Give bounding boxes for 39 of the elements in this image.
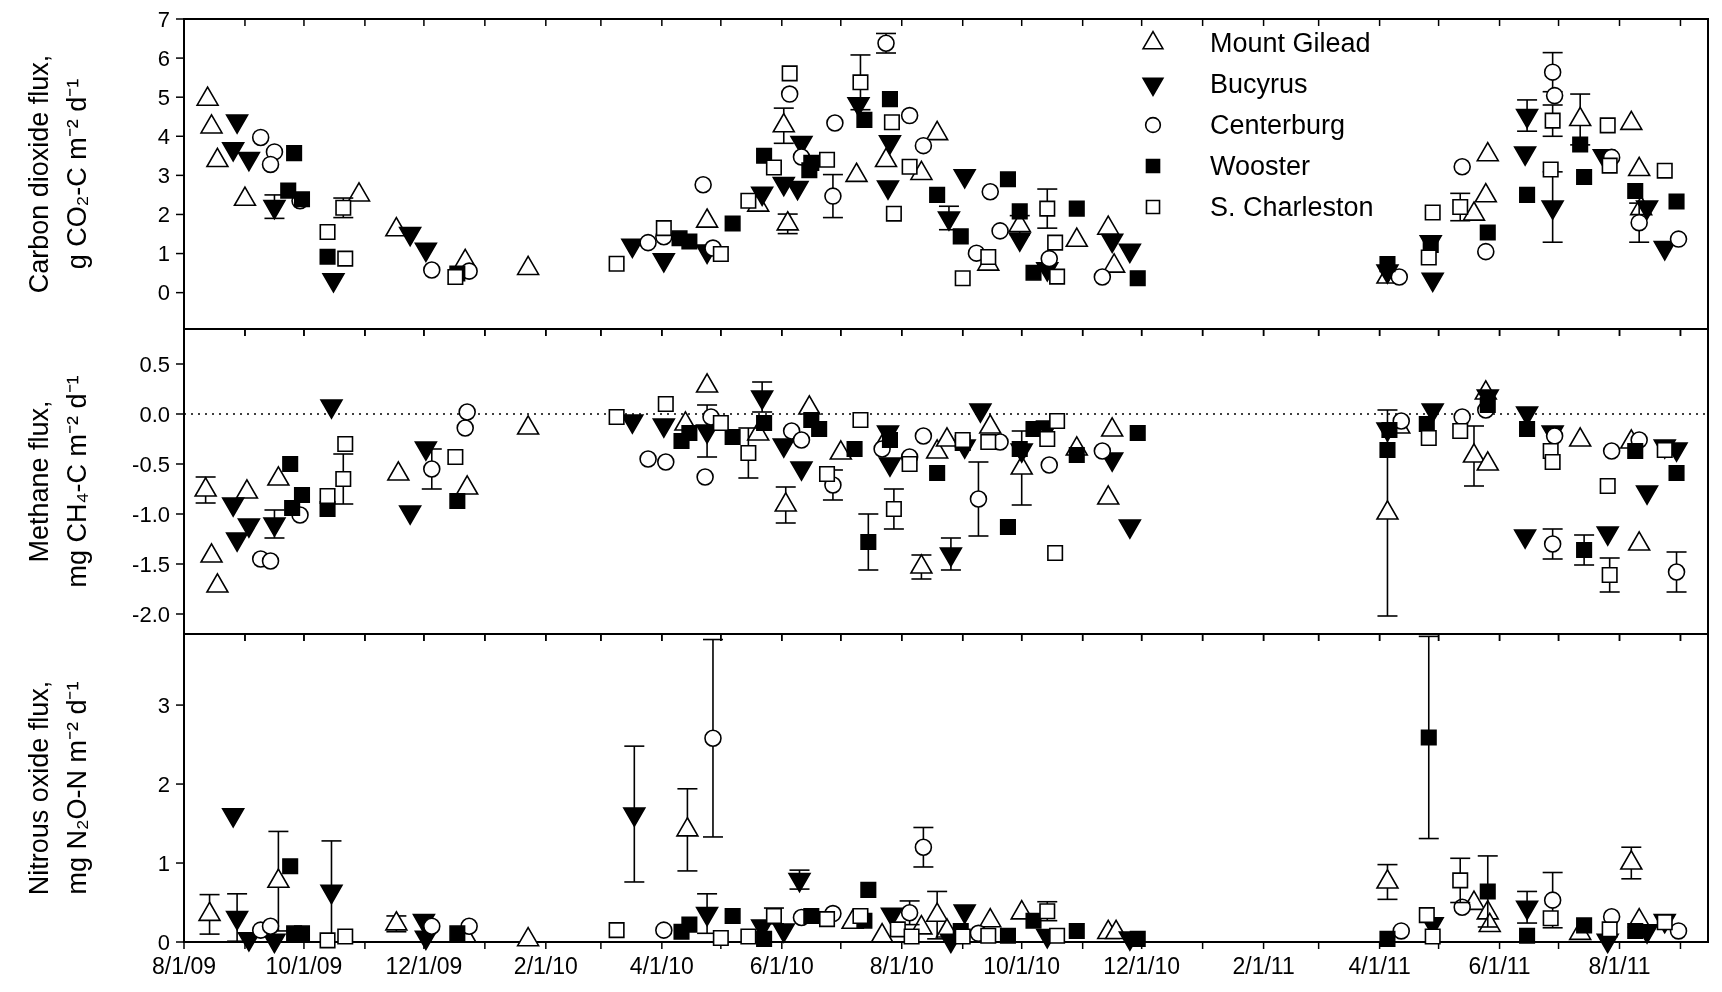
y-tick-label: 6 (157, 45, 170, 71)
y-tick-label: 5 (157, 84, 170, 110)
y-tick-label: -1.0 (132, 501, 170, 527)
y-tick-label: 2 (157, 771, 170, 797)
legend-label: Mount Gilead (1210, 28, 1371, 59)
y-tick-label: 0.5 (139, 351, 170, 377)
y-tick-label: 3 (157, 692, 170, 718)
y-tick-label: 4 (157, 123, 170, 149)
y-axis-title: Nitrous oxide flux, mg N₂O-N m⁻² d⁻¹ (24, 680, 92, 896)
x-tick-label: 8/1/10 (869, 953, 934, 979)
legend-label: Wooster (1210, 151, 1311, 182)
y-tick-label: 0 (157, 929, 170, 955)
x-tick-label: 2/1/10 (513, 953, 578, 979)
y-tick-label: 3 (157, 163, 170, 189)
x-tick-label: 4/1/10 (629, 953, 694, 979)
y-axis-title: Carbon dioxide flux, g CO₂-C m⁻² d⁻¹ (24, 54, 92, 294)
x-tick-label: 12/1/09 (385, 953, 463, 979)
y-tick-label: 1 (157, 850, 170, 876)
x-tick-label: 8/1/09 (152, 953, 216, 979)
y-tick-label: -0.5 (132, 451, 170, 477)
x-tick-label: 2/1/11 (1232, 953, 1295, 979)
x-tick-label: 8/1/11 (1588, 953, 1651, 979)
y-tick-label: 0 (157, 280, 170, 306)
x-tick-label: 6/1/10 (749, 953, 814, 979)
y-tick-label: 1 (157, 241, 170, 267)
y-tick-label: 0.0 (139, 401, 170, 427)
y-tick-label: 7 (157, 6, 170, 32)
x-tick-label: 12/1/10 (1103, 953, 1181, 979)
y-tick-label: -2.0 (132, 601, 170, 627)
legend-label: Bucyrus (1210, 69, 1308, 100)
x-tick-label: 10/1/09 (265, 953, 343, 979)
x-tick-label: 4/1/11 (1348, 953, 1411, 979)
x-tick-label: 10/1/10 (983, 953, 1061, 979)
x-tick-label: 6/1/11 (1468, 953, 1531, 979)
y-tick-label: 2 (157, 202, 170, 228)
y-tick-label: -1.5 (132, 551, 170, 577)
legend-label: S. Charleston (1210, 192, 1374, 223)
y-axis-title: Methane flux, mg CH₄-C m⁻² d⁻¹ (24, 375, 92, 588)
legend-label: Centerburg (1210, 110, 1346, 141)
